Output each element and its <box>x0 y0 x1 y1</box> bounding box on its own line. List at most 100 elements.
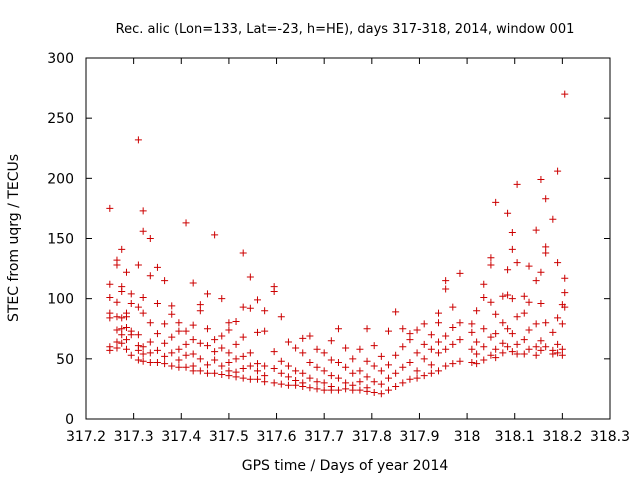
data-point <box>525 298 533 306</box>
data-point <box>232 355 240 363</box>
data-point <box>558 351 566 359</box>
data-point <box>456 319 464 327</box>
data-point <box>134 331 142 339</box>
data-point <box>554 314 562 322</box>
data-point <box>442 285 450 293</box>
data-point <box>161 339 169 347</box>
x-tick-label: 317.6 <box>256 429 296 445</box>
data-point <box>246 304 254 312</box>
data-point <box>246 375 254 383</box>
data-point <box>189 350 197 358</box>
data-point <box>435 367 443 375</box>
data-point <box>225 372 233 380</box>
data-point <box>327 356 335 364</box>
data-point <box>356 345 364 353</box>
y-tick-label: 300 <box>47 51 74 67</box>
data-point <box>349 386 357 394</box>
data-point <box>487 351 495 359</box>
data-point <box>420 340 428 348</box>
data-point <box>313 345 321 353</box>
data-point <box>118 339 126 347</box>
data-point <box>487 333 495 341</box>
data-point <box>520 309 528 317</box>
data-point <box>232 340 240 348</box>
data-point <box>225 326 233 334</box>
data-point <box>261 378 269 386</box>
data-point <box>363 387 371 395</box>
data-point <box>384 361 392 369</box>
data-point <box>427 331 435 339</box>
data-point <box>113 261 121 269</box>
data-point <box>513 340 521 348</box>
data-point <box>261 327 269 335</box>
data-point <box>449 303 457 311</box>
data-point <box>420 355 428 363</box>
data-point <box>292 381 300 389</box>
data-point <box>508 295 516 303</box>
data-point <box>196 307 204 315</box>
data-point <box>211 369 219 377</box>
data-point <box>203 361 211 369</box>
data-point <box>468 320 476 328</box>
data-point <box>189 367 197 375</box>
data-point <box>327 372 335 380</box>
data-point <box>320 379 328 387</box>
data-point <box>520 336 528 344</box>
data-point <box>334 386 342 394</box>
data-point <box>525 262 533 270</box>
data-point <box>239 374 247 382</box>
y-tick-label: 150 <box>47 232 74 248</box>
data-point <box>427 369 435 377</box>
data-point <box>349 369 357 377</box>
data-point <box>313 385 321 393</box>
data-point <box>292 367 300 375</box>
data-point <box>504 291 512 299</box>
data-point <box>480 343 488 351</box>
data-point <box>134 356 142 364</box>
data-point <box>270 379 278 387</box>
data-point <box>239 352 247 360</box>
data-point <box>504 343 512 351</box>
data-point <box>456 269 464 277</box>
data-point <box>306 384 314 392</box>
data-point <box>480 356 488 364</box>
data-point <box>342 379 350 387</box>
data-point <box>161 360 169 368</box>
data-point <box>473 360 481 368</box>
data-point <box>146 349 154 357</box>
data-point <box>313 363 321 371</box>
data-point <box>413 349 421 357</box>
data-point <box>492 330 500 338</box>
data-point <box>334 325 342 333</box>
data-point <box>513 350 521 358</box>
data-point <box>392 308 400 316</box>
x-tick-label: 317.3 <box>114 429 154 445</box>
data-point <box>211 336 219 344</box>
data-point <box>532 277 540 285</box>
y-tick-label: 200 <box>47 171 74 187</box>
data-point <box>122 336 130 344</box>
data-point <box>392 369 400 377</box>
data-point <box>203 325 211 333</box>
data-point <box>427 345 435 353</box>
data-point <box>532 343 540 351</box>
data-point <box>413 374 421 382</box>
data-point <box>127 331 135 339</box>
data-point <box>558 320 566 328</box>
data-point <box>127 299 135 307</box>
data-point <box>473 307 481 315</box>
data-point <box>480 280 488 288</box>
data-point <box>384 374 392 382</box>
data-point <box>456 357 464 365</box>
data-point <box>253 367 261 375</box>
data-point <box>499 292 507 300</box>
data-point <box>239 333 247 341</box>
data-point <box>225 319 233 327</box>
data-point <box>363 325 371 333</box>
data-point <box>189 279 197 287</box>
data-point <box>487 261 495 269</box>
data-point <box>487 254 495 262</box>
data-point <box>413 367 421 375</box>
data-point <box>211 356 219 364</box>
